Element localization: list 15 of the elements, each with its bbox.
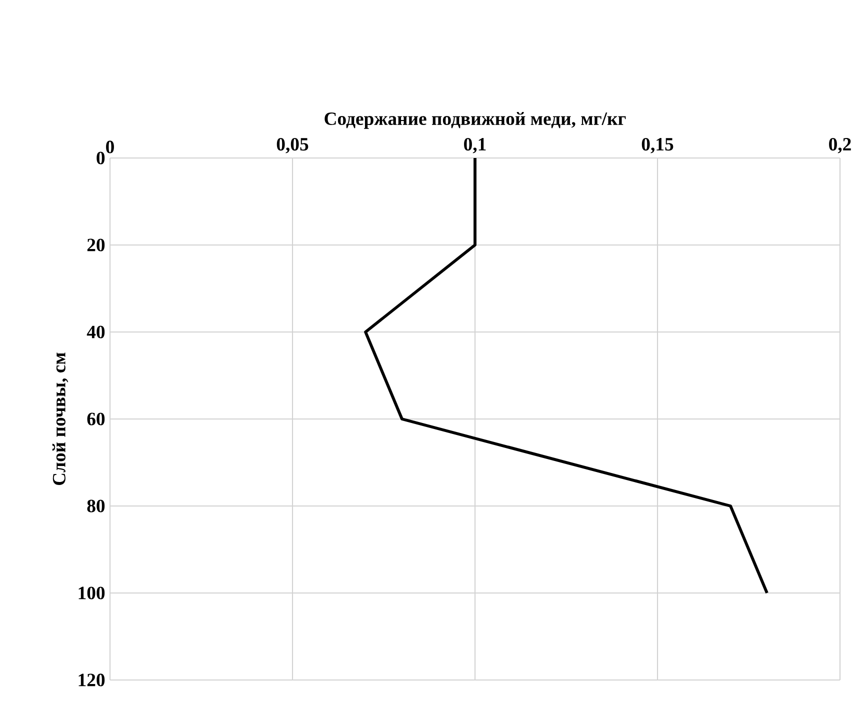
y-tick-label: 60 (87, 412, 105, 426)
y-tick-label: 80 (87, 500, 105, 512)
x-tick-label: 0,05 (276, 138, 308, 154)
y-tick-label: 120 (78, 674, 105, 686)
x-tick-label: 0,2 (829, 138, 851, 154)
y-axis-title: Слой почвы, см (52, 352, 68, 485)
x-axis-title: Содержание подвижной меди, мг/кг (324, 112, 626, 129)
x-tick-label: 0,15 (642, 138, 674, 154)
y-tick-label: 0 (96, 152, 105, 164)
y-tick-label: 100 (78, 586, 105, 600)
x-tick-label: 0 (106, 140, 114, 154)
line-series (364, 158, 768, 594)
x-tick-label: 0,1 (464, 138, 486, 154)
y-tick-label: 40 (86, 326, 105, 338)
y-tick-label: 20 (87, 238, 105, 252)
